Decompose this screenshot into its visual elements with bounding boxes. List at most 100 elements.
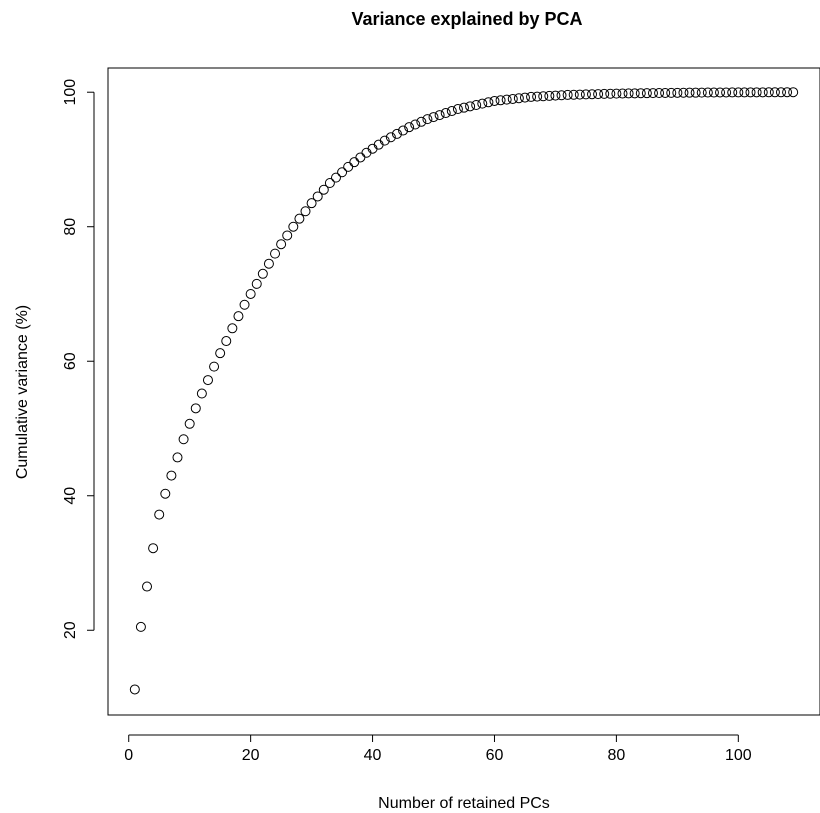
y-tick-label: 100 [62,79,79,106]
data-point [654,88,665,99]
data-point [257,268,268,279]
data-point [550,90,561,101]
data-point [477,98,488,109]
data-point [721,87,732,98]
data-point [148,543,159,554]
data-point [666,87,677,98]
data-point [196,388,207,399]
data-point [629,88,640,99]
data-point [538,91,549,102]
data-point [788,87,799,98]
data-point [263,258,274,269]
data-point [330,172,341,183]
x-tick-label: 0 [124,747,133,764]
data-point [270,248,281,259]
data-point [647,88,658,99]
data-point [544,90,555,101]
x-tick-label: 40 [364,747,382,764]
data-point [410,119,421,130]
data-point [385,132,396,143]
data-point [562,89,573,100]
data-point [715,87,726,98]
data-point [483,97,494,108]
y-tick-label: 60 [62,352,79,370]
chart-title: Variance explained by PCA [351,9,582,29]
data-point [465,101,476,112]
data-point [288,221,299,232]
data-point [617,88,628,99]
data-point [428,112,439,123]
data-point [324,178,335,189]
data-point [135,621,146,632]
data-point [678,87,689,98]
data-point [727,87,738,98]
data-point [489,95,500,106]
data-point [294,213,305,224]
data-point [343,161,354,172]
data-point [599,88,610,99]
data-point [556,90,567,101]
data-point [172,452,183,463]
data-point [757,87,768,98]
data-point [587,89,598,100]
data-point [160,488,171,499]
y-tick-label: 40 [62,487,79,505]
x-tick-label: 100 [725,747,752,764]
data-point [300,206,311,217]
data-point [532,91,543,102]
data-points [129,87,799,695]
x-tick-label: 80 [607,747,625,764]
data-point [391,128,402,139]
data-point [526,91,537,102]
data-point [166,470,177,481]
y-axis-label: Cumulative variance (%) [14,305,31,479]
y-tick-label: 20 [62,621,79,639]
data-point [635,88,646,99]
y-tick-label: 80 [62,218,79,236]
data-point [623,88,634,99]
data-point [379,135,390,146]
data-point [282,230,293,241]
data-point [355,152,366,163]
x-axis: 0 20 40 60 80 100 [124,734,752,764]
data-point [452,104,463,115]
data-point [751,87,762,98]
data-point [672,87,683,98]
data-point [660,87,671,98]
data-point [306,198,317,209]
data-point [416,116,427,127]
data-point [739,87,750,98]
data-point [404,122,415,133]
y-axis: 20 40 60 80 100 [62,79,95,639]
data-point [154,509,165,520]
data-point [233,311,244,322]
data-point [142,581,153,592]
data-point [507,93,518,104]
data-point [763,87,774,98]
data-point [318,184,329,195]
data-point [276,239,287,250]
data-point [513,93,524,104]
data-point [239,299,250,310]
data-point [495,95,506,106]
data-point [215,348,226,359]
data-point [349,157,360,168]
data-point [519,92,530,103]
data-point [690,87,701,98]
data-point [568,89,579,100]
data-point [221,336,232,347]
data-point [202,375,213,386]
data-point [696,87,707,98]
data-point [434,110,445,121]
data-point [312,191,323,202]
data-point [178,434,189,445]
data-point [251,278,262,289]
x-tick-label: 60 [486,747,504,764]
data-point [398,125,409,136]
data-point [501,94,512,105]
data-point [337,167,348,178]
data-point [593,89,604,100]
data-point [422,114,433,125]
data-point [611,88,622,99]
